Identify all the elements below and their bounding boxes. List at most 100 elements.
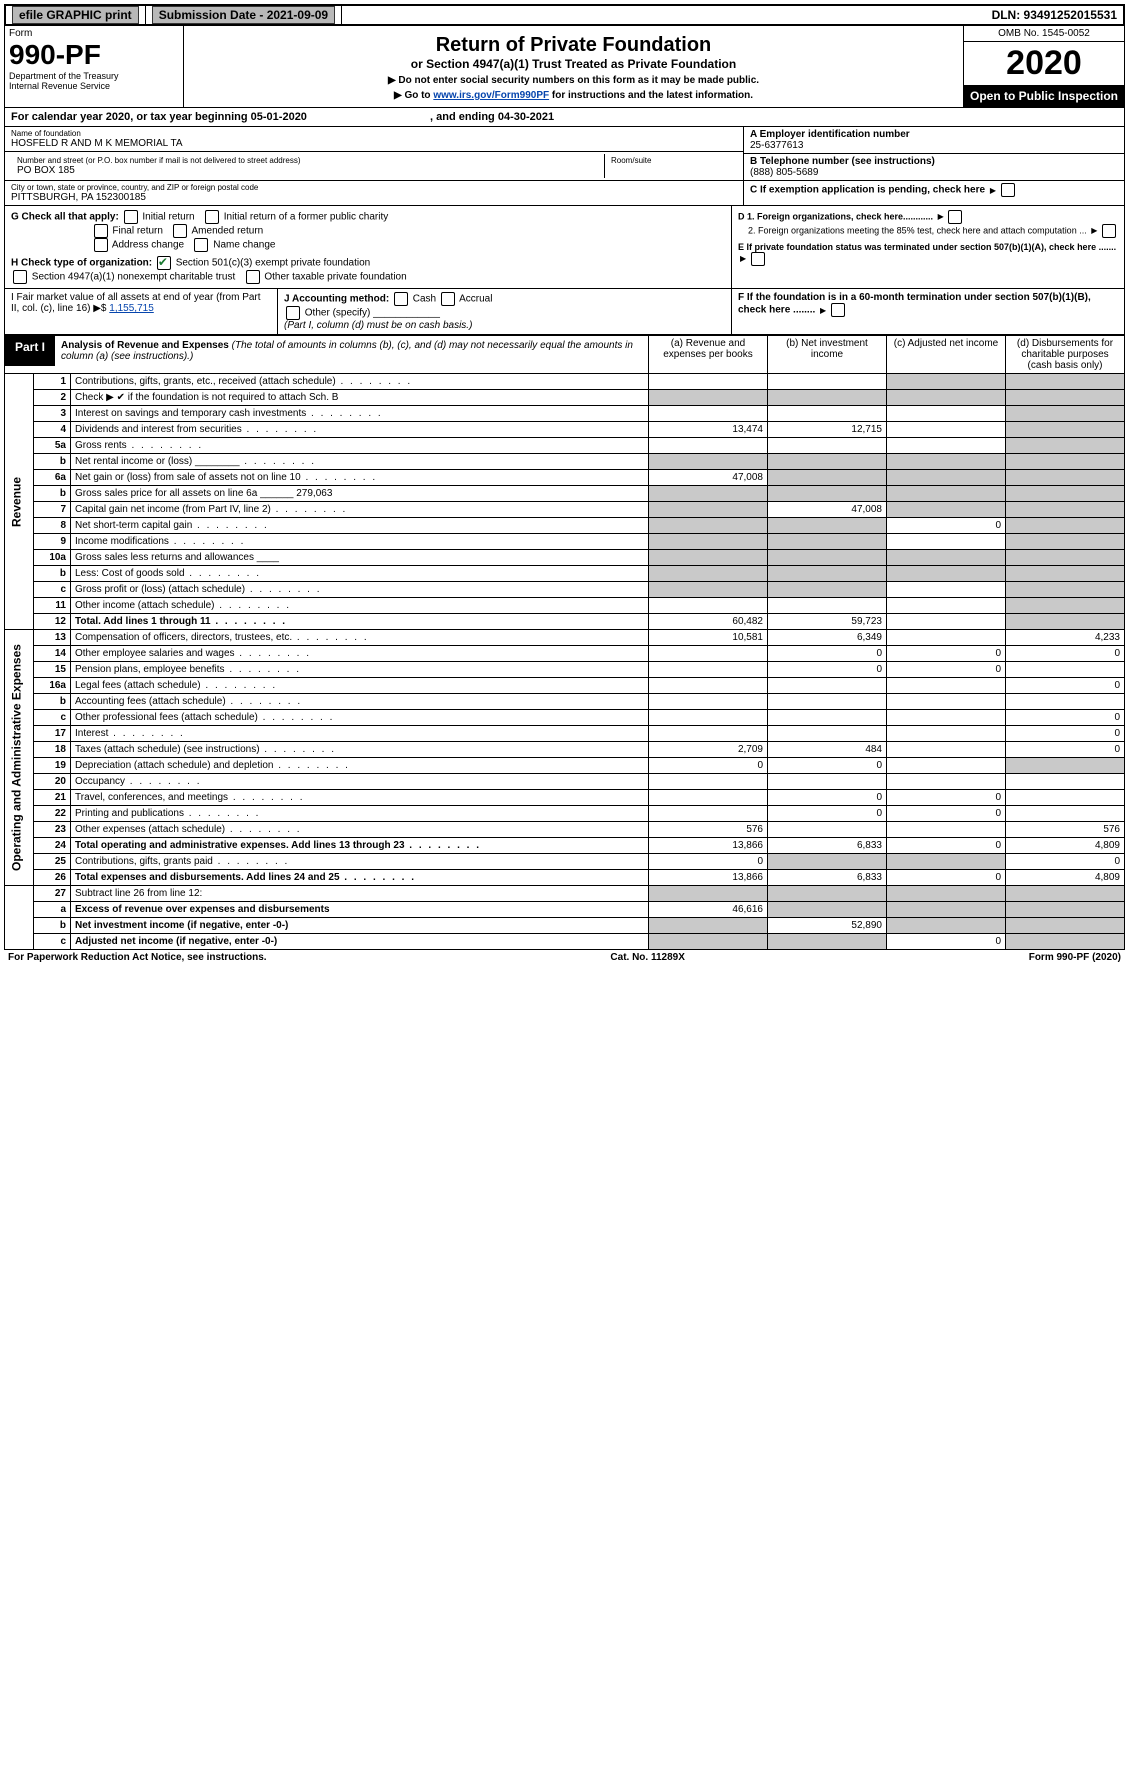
final-return-checkbox[interactable] <box>94 224 108 238</box>
value-cell <box>649 662 768 678</box>
value-cell <box>1006 406 1125 422</box>
value-cell <box>887 710 1006 726</box>
value-cell <box>1006 774 1125 790</box>
line-description: Net short-term capital gain <box>71 518 648 533</box>
line-description: Net rental income or (loss) ________ <box>71 454 648 469</box>
address-label: Number and street (or P.O. box number if… <box>17 156 598 165</box>
line-description: Dividends and interest from securities <box>71 422 648 437</box>
h-row: H Check type of organization: Section 50… <box>11 256 725 284</box>
value-cell <box>768 534 887 550</box>
line-number: c <box>34 582 71 597</box>
table-row: 5aGross rents <box>5 438 1125 454</box>
value-cell: 0 <box>649 854 768 870</box>
line-cell: bLess: Cost of goods sold <box>34 566 649 582</box>
line-number: 10a <box>34 550 71 565</box>
e-checkbox[interactable] <box>751 252 765 266</box>
f-checkbox[interactable] <box>831 303 845 317</box>
value-cell: 47,008 <box>768 502 887 518</box>
line-cell: bGross sales price for all assets on lin… <box>34 486 649 502</box>
exemption-pending-checkbox[interactable] <box>1001 183 1015 197</box>
cash-checkbox[interactable] <box>394 292 408 306</box>
value-cell: 0 <box>1006 646 1125 662</box>
table-row: aExcess of revenue over expenses and dis… <box>5 902 1125 918</box>
value-cell <box>768 390 887 406</box>
value-cell <box>887 534 1006 550</box>
value-cell <box>768 454 887 470</box>
table-row: cGross profit or (loss) (attach schedule… <box>5 582 1125 598</box>
d2-checkbox[interactable] <box>1102 224 1116 238</box>
line-number: 23 <box>34 822 71 837</box>
501c3-checkbox[interactable] <box>157 256 171 270</box>
j-note: (Part I, column (d) must be on cash basi… <box>284 320 472 331</box>
line-description: Compensation of officers, directors, tru… <box>71 630 648 645</box>
value-cell: 6,833 <box>768 838 887 854</box>
value-cell <box>887 422 1006 438</box>
calyear-end: 04-30-2021 <box>498 111 554 123</box>
value-cell: 0 <box>887 870 1006 886</box>
table-row: 22Printing and publications00 <box>5 806 1125 822</box>
instructions-link[interactable]: www.irs.gov/Form990PF <box>433 90 549 101</box>
value-cell: 0 <box>768 806 887 822</box>
open-public-badge: Open to Public Inspection <box>964 85 1124 107</box>
value-cell <box>649 726 768 742</box>
value-cell <box>768 822 887 838</box>
value-cell <box>649 582 768 598</box>
address-change-checkbox[interactable] <box>94 238 108 252</box>
ein-value: 25-6377613 <box>750 140 1118 151</box>
line-number: 25 <box>34 854 71 869</box>
value-cell: 0 <box>768 646 887 662</box>
line-cell: 11Other income (attach schedule) <box>34 598 649 614</box>
line-number: 3 <box>34 406 71 421</box>
value-cell <box>649 566 768 582</box>
other-taxable-checkbox[interactable] <box>246 270 260 284</box>
value-cell <box>768 726 887 742</box>
value-cell: 0 <box>768 662 887 678</box>
table-row: 16aLegal fees (attach schedule)0 <box>5 678 1125 694</box>
line-number: a <box>34 902 71 917</box>
fmv-value-link[interactable]: 1,155,715 <box>109 303 154 314</box>
line-description: Total. Add lines 1 through 11 <box>71 614 648 629</box>
line-description: Net gain or (loss) from sale of assets n… <box>71 470 648 485</box>
line-number: b <box>34 694 71 709</box>
value-cell: 13,866 <box>649 870 768 886</box>
initial-return-checkbox[interactable] <box>124 210 138 224</box>
accrual-checkbox[interactable] <box>441 292 455 306</box>
opt-cash: Cash <box>413 294 436 305</box>
table-row: 11Other income (attach schedule) <box>5 598 1125 614</box>
line-cell: 27Subtract line 26 from line 12: <box>34 886 649 902</box>
line-cell: 25Contributions, gifts, grants paid <box>34 854 649 870</box>
value-cell <box>649 774 768 790</box>
line-cell: 24Total operating and administrative exp… <box>34 838 649 854</box>
value-cell <box>649 790 768 806</box>
value-cell <box>1006 806 1125 822</box>
d1-checkbox[interactable] <box>948 210 962 224</box>
line-number: 6a <box>34 470 71 485</box>
line-description: Gross rents <box>71 438 648 453</box>
line-number: c <box>34 934 71 949</box>
value-cell <box>887 742 1006 758</box>
name-change-checkbox[interactable] <box>194 238 208 252</box>
value-cell <box>887 758 1006 774</box>
value-cell: 0 <box>887 790 1006 806</box>
initial-former-checkbox[interactable] <box>205 210 219 224</box>
value-cell <box>649 918 768 934</box>
tax-year: 2020 <box>964 42 1124 85</box>
line-description: Accounting fees (attach schedule) <box>71 694 648 709</box>
line-number: 18 <box>34 742 71 757</box>
4947-checkbox[interactable] <box>13 270 27 284</box>
form-word: Form <box>9 28 179 39</box>
line-cell: 23Other expenses (attach schedule) <box>34 822 649 838</box>
value-cell <box>1006 374 1125 390</box>
omb-number: OMB No. 1545-0052 <box>964 26 1124 42</box>
efile-print-button[interactable]: efile GRAPHIC print <box>12 6 139 24</box>
g-label: G Check all that apply: <box>11 212 119 223</box>
value-cell: 0 <box>887 806 1006 822</box>
value-cell <box>649 646 768 662</box>
value-cell: 6,349 <box>768 630 887 646</box>
line-number: 4 <box>34 422 71 437</box>
other-method-checkbox[interactable] <box>286 306 300 320</box>
value-cell <box>768 934 887 950</box>
value-cell <box>649 502 768 518</box>
part1-title: Analysis of Revenue and Expenses <box>61 340 229 351</box>
amended-return-checkbox[interactable] <box>173 224 187 238</box>
